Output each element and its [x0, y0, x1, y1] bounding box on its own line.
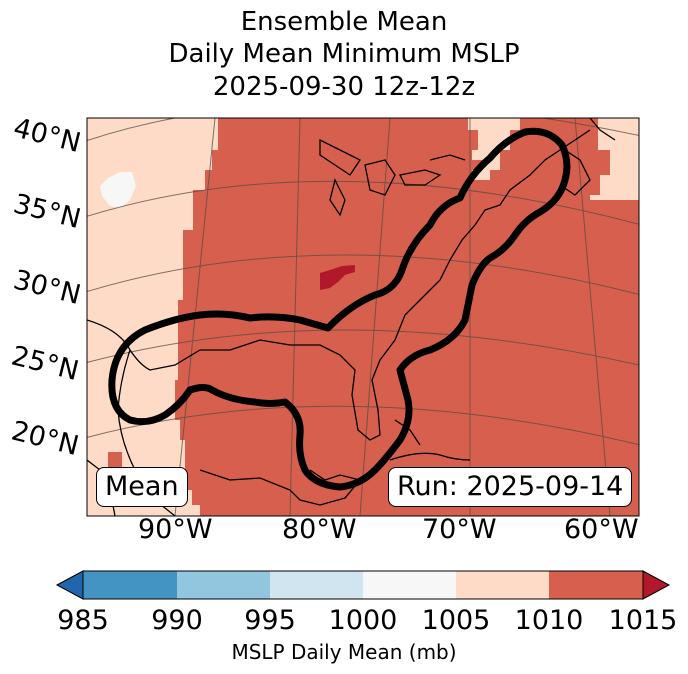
- title-line-1: Ensemble Mean: [240, 7, 448, 37]
- colorbar-bin-995-1000: [270, 571, 363, 599]
- colorbar-label: MSLP Daily Mean (mb): [231, 640, 457, 664]
- colorbar-tick-1005: 1005: [421, 605, 491, 636]
- field-1010-1015: [175, 118, 639, 516]
- colorbar-bin-1005-1010: [456, 571, 549, 599]
- colorbar-tick-995: 995: [244, 605, 296, 636]
- field-1000-1005: [100, 172, 136, 208]
- mean-label-box: Mean: [96, 467, 188, 507]
- colorbar-tick-1010: 1010: [514, 605, 584, 636]
- title-line-3: 2025-09-30 12z-12z: [212, 72, 476, 102]
- colorbar-tick-990: 990: [151, 605, 203, 636]
- colorbar-tick-985: 985: [57, 605, 109, 636]
- colorbar-bin-985-990: [83, 571, 177, 599]
- colorbar-bin-1010-1015: [549, 571, 643, 599]
- mslp-contour: [108, 127, 571, 491]
- title-line-2: Daily Mean Minimum MSLP: [168, 39, 520, 69]
- field-patch: [108, 452, 122, 470]
- colorbar-tick-1000: 1000: [328, 605, 398, 636]
- run-label-box: Run: 2025-09-14: [388, 467, 633, 507]
- lon-label-90: 90°W: [138, 514, 213, 545]
- lon-label-80: 80°W: [282, 514, 357, 545]
- colorbar-extend-low: [55, 570, 84, 600]
- colorbar-extend-high: [642, 570, 671, 600]
- colorbar: [55, 570, 671, 600]
- colorbar-tick-1015: 1015: [608, 605, 678, 636]
- colorbar-bin-1000-1005: [363, 571, 456, 599]
- lon-label-60: 60°W: [564, 514, 639, 545]
- map-frame: [86, 117, 640, 517]
- colorbar-bin-990-995: [177, 571, 270, 599]
- lon-label-70: 70°W: [422, 514, 497, 545]
- field-above-1015: [320, 265, 355, 290]
